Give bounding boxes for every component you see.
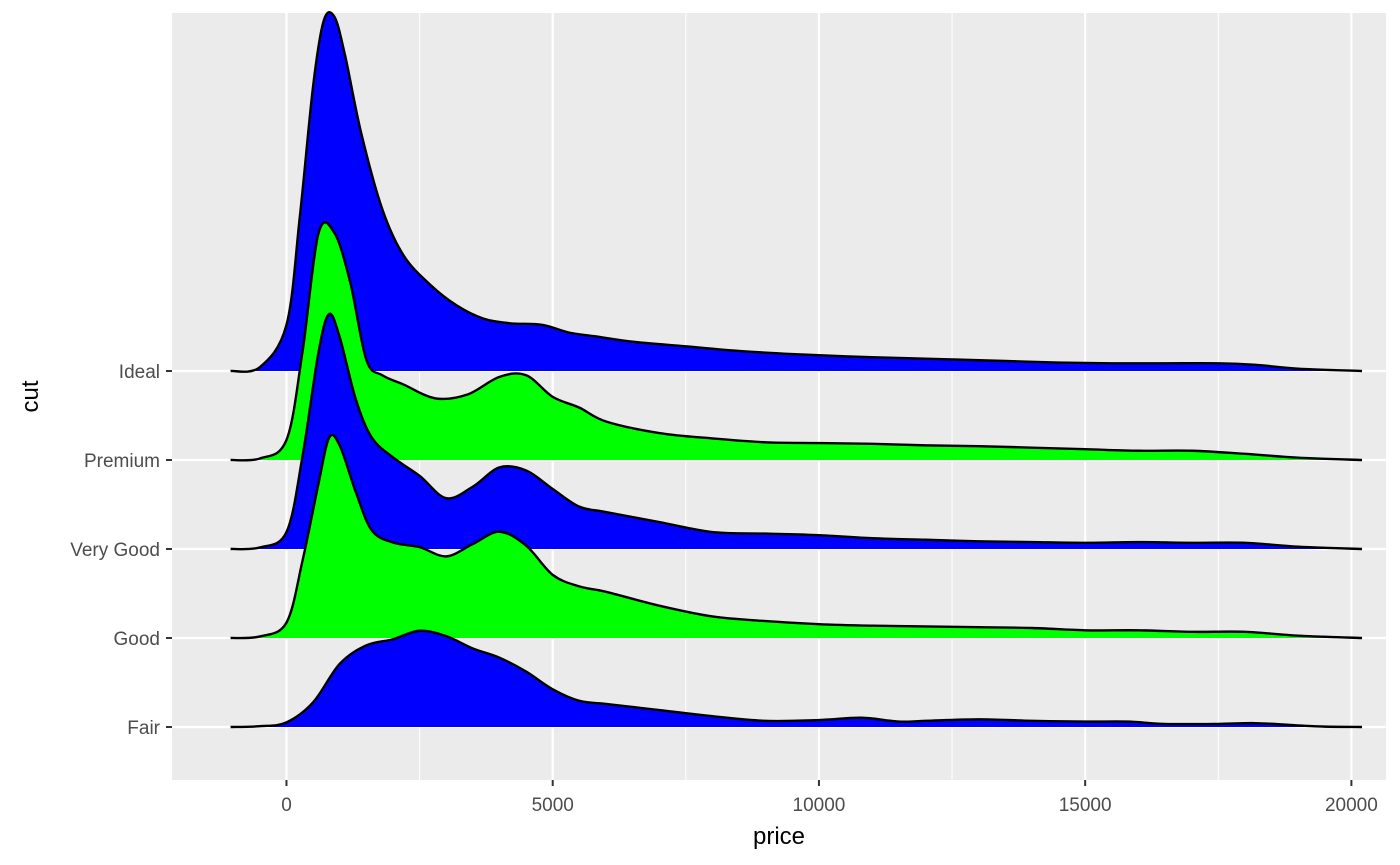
axis-layer: 0 5000 10000 15000 20000 Fair Good Very Good Pre… — [70, 362, 1378, 816]
x-tick-label: 5000 — [532, 795, 574, 816]
ridge-outline-premium — [230, 221, 1363, 462]
y-tick-label: Very Good — [70, 540, 160, 561]
y-tick-label: Ideal — [119, 362, 160, 383]
x-tick-label: 0 — [281, 795, 292, 816]
y-tick-label: Good — [114, 629, 160, 650]
ridge-fill-very-good — [230, 313, 1363, 550]
y-tick-label: Fair — [127, 718, 160, 739]
ridge-fill-good — [230, 434, 1363, 639]
ridge-outline-ideal — [230, 11, 1363, 373]
x-axis-title: price — [753, 823, 805, 850]
x-tick-label: 10000 — [793, 795, 846, 816]
ridge-fill-premium — [230, 222, 1363, 461]
x-tick-label: 15000 — [1059, 795, 1112, 816]
x-tick-label: 20000 — [1325, 795, 1378, 816]
ridge-outline-very-good — [230, 312, 1363, 551]
ridge-layer — [230, 11, 1363, 729]
y-tick-label: Premium — [84, 451, 160, 472]
ridge-outline-good — [230, 433, 1363, 640]
y-axis-title: cut — [17, 380, 44, 412]
ridge-fill-fair — [230, 630, 1363, 727]
ridge-outline-fair — [230, 629, 1363, 729]
